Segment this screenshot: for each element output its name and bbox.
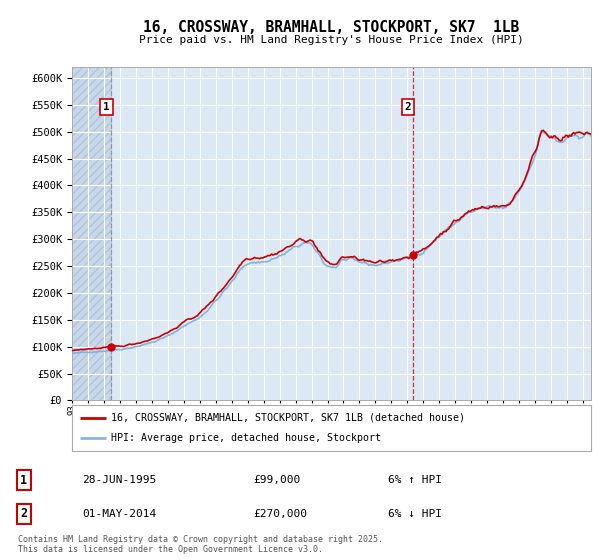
Text: 6% ↓ HPI: 6% ↓ HPI (388, 509, 442, 519)
Text: 28-JUN-1995: 28-JUN-1995 (82, 475, 157, 485)
Text: 01-MAY-2014: 01-MAY-2014 (82, 509, 157, 519)
Text: Price paid vs. HM Land Registry's House Price Index (HPI): Price paid vs. HM Land Registry's House … (139, 35, 524, 45)
Bar (72, 67, 111, 400)
Text: Contains HM Land Registry data © Crown copyright and database right 2025.: Contains HM Land Registry data © Crown c… (18, 535, 383, 544)
Text: 16, CROSSWAY, BRAMHALL, STOCKPORT, SK7  1LB: 16, CROSSWAY, BRAMHALL, STOCKPORT, SK7 1… (143, 20, 520, 35)
Text: 6% ↑ HPI: 6% ↑ HPI (388, 475, 442, 485)
Text: 1: 1 (103, 102, 110, 112)
Text: HPI: Average price, detached house, Stockport: HPI: Average price, detached house, Stoc… (111, 433, 381, 443)
Text: 2: 2 (20, 507, 27, 520)
Text: 2: 2 (404, 102, 411, 112)
Text: This data is licensed under the Open Government Licence v3.0.: This data is licensed under the Open Gov… (18, 545, 323, 554)
Text: 16, CROSSWAY, BRAMHALL, STOCKPORT, SK7 1LB (detached house): 16, CROSSWAY, BRAMHALL, STOCKPORT, SK7 1… (111, 413, 465, 423)
Text: £270,000: £270,000 (253, 509, 307, 519)
Text: 1: 1 (20, 474, 27, 487)
Text: £99,000: £99,000 (253, 475, 300, 485)
